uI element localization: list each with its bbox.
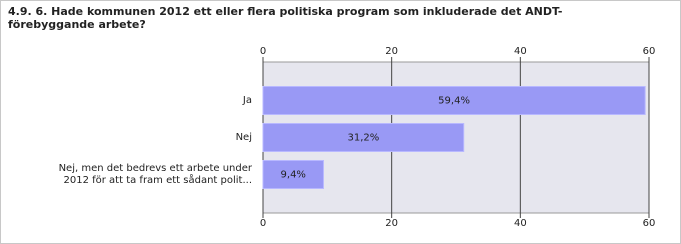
value-label: 31,2% — [347, 133, 379, 144]
y-tick-label: Nej — [235, 131, 252, 143]
x-tick-label: 40 — [514, 46, 527, 57]
x-tick-label: 60 — [643, 218, 656, 229]
y-tick-label: Ja — [242, 94, 252, 106]
value-label: 59,4% — [438, 96, 470, 107]
x-tick-label: 0 — [260, 218, 266, 229]
bar — [262, 123, 465, 152]
x-tick-label: 20 — [385, 218, 398, 229]
x-tick-label: 20 — [385, 46, 398, 57]
chart-title: 4.9. 6. Hade kommunen 2012 ett eller fle… — [8, 5, 563, 31]
bar — [262, 160, 324, 189]
value-label: 9,4% — [281, 170, 306, 181]
x-tick-label: 60 — [643, 46, 656, 57]
x-tick-label: 0 — [260, 46, 266, 57]
x-tick-label: 40 — [514, 218, 527, 229]
bar — [262, 86, 646, 115]
y-tick-label: Nej, men det bedrevs ett arbete under 20… — [58, 162, 252, 186]
